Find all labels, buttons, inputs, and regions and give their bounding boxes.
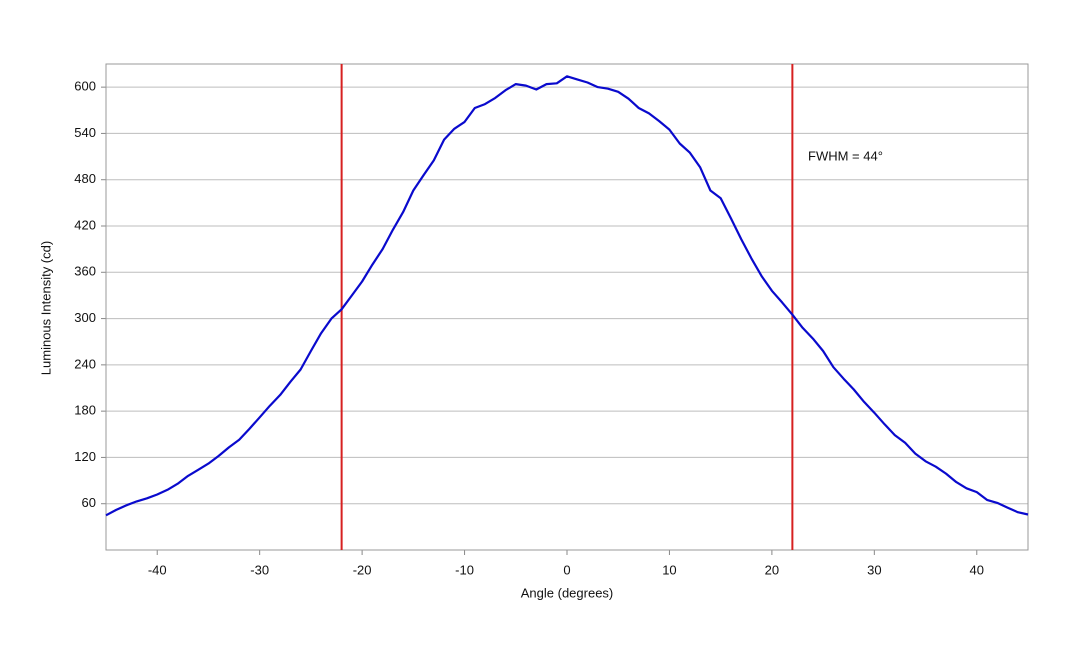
x-tick-label: 10 xyxy=(662,562,676,577)
x-tick-label: -40 xyxy=(148,562,167,577)
data-line xyxy=(105,75,1029,517)
y-tick-label: 600 xyxy=(74,79,96,94)
y-tick-label: 300 xyxy=(74,310,96,325)
x-tick-label: -10 xyxy=(455,562,474,577)
y-tick-label: 480 xyxy=(74,171,96,186)
x-tick-label: 40 xyxy=(970,562,984,577)
x-tick-label: -20 xyxy=(353,562,372,577)
x-tick-label: -30 xyxy=(250,562,269,577)
y-tick-label: 540 xyxy=(74,125,96,140)
y-tick-label: 60 xyxy=(82,495,96,510)
y-axis-label: Luminous Intensity (cd) xyxy=(38,241,53,375)
y-tick-label: 420 xyxy=(74,217,96,232)
y-tick-label: 360 xyxy=(74,264,96,279)
y-tick-label: 120 xyxy=(74,449,96,464)
x-tick-label: 30 xyxy=(867,562,881,577)
plot-frame xyxy=(105,63,1029,551)
x-tick-label: 20 xyxy=(765,562,779,577)
y-tick-label: 180 xyxy=(74,403,96,418)
annotation: FWHM = 44° xyxy=(808,148,883,163)
x-axis-label: Angle (degrees) xyxy=(521,585,614,600)
x-tick-label: 0 xyxy=(563,562,570,577)
y-tick-label: 240 xyxy=(74,356,96,371)
